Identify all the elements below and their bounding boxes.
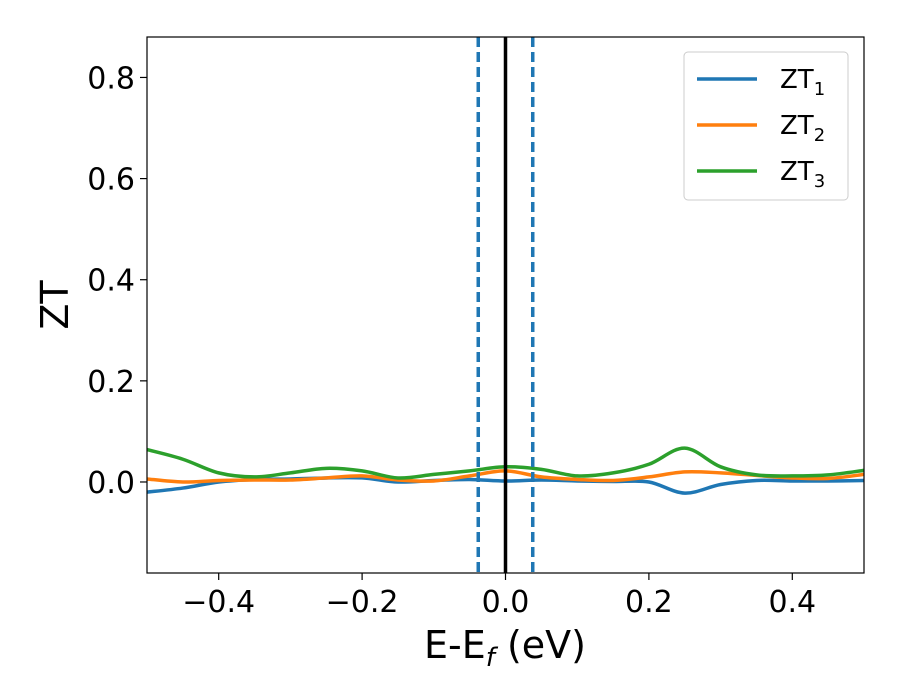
legend-box (683, 51, 849, 201)
x-tick-label: 0.4 (768, 585, 816, 620)
y-tick-label: 0.6 (87, 163, 135, 198)
x-axis-label-main: E-E (424, 623, 486, 667)
legend-label-zt1: ZT1 (780, 65, 825, 100)
y-tick-label: 0.8 (87, 61, 135, 96)
x-tick-label: 0.0 (482, 585, 530, 620)
y-tick-label: 0.4 (87, 264, 135, 299)
plot-area (147, 37, 864, 573)
y-tick-label: 0.2 (87, 365, 135, 400)
x-tick-label: −0.4 (182, 585, 255, 620)
y-tick-label: 0.0 (87, 466, 135, 501)
legend-label-zt2: ZT2 (780, 111, 825, 146)
legend: ZT1 ZT2 ZT3 (683, 51, 849, 201)
x-tick-label: −0.2 (326, 585, 399, 620)
x-axis-label-unit: (eV) (495, 623, 586, 667)
y-axis-label: ZT (33, 280, 77, 330)
axis-ticks: −0.4 −0.2 0.0 0.2 0.4 0.0 0.2 0.4 0.6 0.8 (87, 61, 816, 620)
x-tick-label: 0.2 (625, 585, 673, 620)
x-axis-label: E-Ef (eV) (424, 623, 586, 673)
legend-label-zt3: ZT3 (780, 157, 825, 192)
